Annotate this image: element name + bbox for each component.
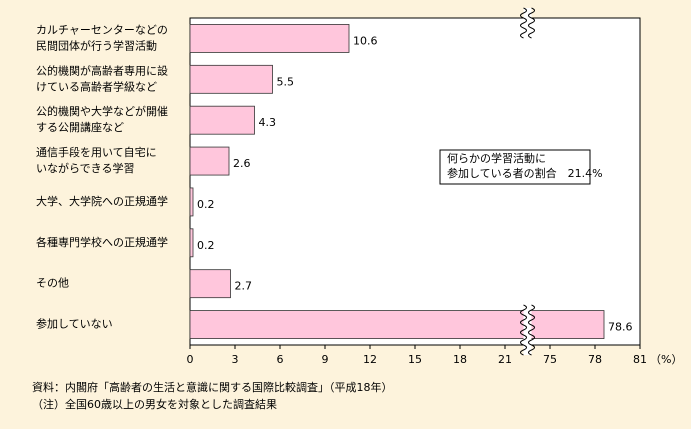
y-tick-label: いながらできる学習 xyxy=(36,161,134,175)
x-tick-label: 75 xyxy=(543,353,557,366)
y-tick-label: する公開講座など xyxy=(36,120,124,134)
annotation: 参加している者の割合 21.4% xyxy=(447,166,603,180)
bar xyxy=(189,310,605,339)
bar xyxy=(189,64,273,94)
x-tick-label: 78 xyxy=(588,353,602,366)
bar xyxy=(189,146,230,176)
x-tick-label: 9 xyxy=(322,353,329,366)
y-tick-label: カルチャーセンターなどの xyxy=(36,23,168,36)
y-tick-label: その他 xyxy=(36,277,69,290)
axis-break xyxy=(520,7,535,39)
y-tick-label: 通信手段を用いて自宅に xyxy=(36,145,157,159)
axis-break xyxy=(520,304,535,356)
value-label: 78.6 xyxy=(608,321,633,334)
annotation: 何らかの学習活動に xyxy=(447,151,546,165)
x-unit: （%） xyxy=(650,353,682,366)
y-tick-label: けている高齢者学級など xyxy=(36,79,157,93)
x-tick-label: 18 xyxy=(453,353,467,366)
annotation-box xyxy=(439,149,591,185)
bar xyxy=(189,228,194,258)
source-note: （注）全国60歳以上の男女を対象とした調査結果 xyxy=(32,397,277,411)
x-tick-label: 12 xyxy=(363,353,377,366)
value-label: 0.2 xyxy=(197,239,215,252)
value-label: 2.7 xyxy=(235,280,253,293)
y-tick-label: 公的機関が高齢者専用に設 xyxy=(36,63,168,77)
bar xyxy=(189,105,255,135)
x-tick-label: 3 xyxy=(232,353,239,366)
value-label: 0.2 xyxy=(197,198,215,211)
x-tick-label: 6 xyxy=(277,353,284,366)
source-note: 資料：内閣府「高齢者の生活と意識に関する国際比較調査」（平成18年） xyxy=(32,380,393,394)
y-tick-label: 参加していない xyxy=(36,317,113,331)
value-label: 4.3 xyxy=(259,116,277,129)
bar xyxy=(189,187,194,217)
x-tick-label: 81 xyxy=(633,353,647,366)
y-tick-label: 各種専門学校への正規通学 xyxy=(36,235,168,249)
y-tick-label: 民間団体が行う学習活動 xyxy=(36,38,157,52)
axis-break xyxy=(523,305,532,355)
bar xyxy=(189,24,350,53)
value-label: 10.6 xyxy=(353,34,378,47)
x-tick-label: 0 xyxy=(187,353,194,366)
y-tick-label: 大学、大学院への正規通学 xyxy=(36,194,168,208)
axis-break xyxy=(523,8,532,38)
value-label: 5.5 xyxy=(277,75,295,88)
y-tick-label: 公的機関や大学などが開催 xyxy=(36,104,168,118)
x-tick-label: 21 xyxy=(498,353,512,366)
x-tick-label: 15 xyxy=(408,353,422,366)
value-label: 2.6 xyxy=(233,157,251,170)
bar xyxy=(189,269,231,299)
